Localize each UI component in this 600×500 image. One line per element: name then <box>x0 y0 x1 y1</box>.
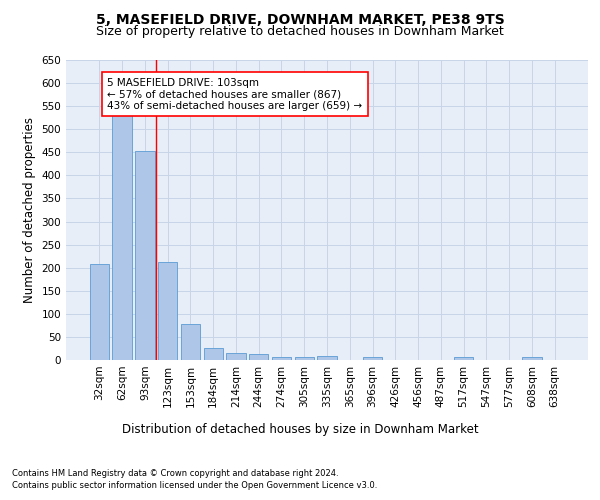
Bar <box>295 357 314 360</box>
Text: 5 MASEFIELD DRIVE: 103sqm
← 57% of detached houses are smaller (867)
43% of semi: 5 MASEFIELD DRIVE: 103sqm ← 57% of detac… <box>107 78 362 110</box>
Text: Distribution of detached houses by size in Downham Market: Distribution of detached houses by size … <box>122 422 478 436</box>
Y-axis label: Number of detached properties: Number of detached properties <box>23 117 36 303</box>
Bar <box>317 356 337 360</box>
Bar <box>272 357 291 360</box>
Bar <box>135 152 155 360</box>
Bar <box>90 264 109 360</box>
Text: 5, MASEFIELD DRIVE, DOWNHAM MARKET, PE38 9TS: 5, MASEFIELD DRIVE, DOWNHAM MARKET, PE38… <box>95 12 505 26</box>
Bar <box>363 357 382 360</box>
Bar <box>112 116 132 360</box>
Text: Contains HM Land Registry data © Crown copyright and database right 2024.: Contains HM Land Registry data © Crown c… <box>12 468 338 477</box>
Bar <box>203 348 223 360</box>
Bar <box>249 354 268 360</box>
Bar <box>454 357 473 360</box>
Bar <box>226 353 245 360</box>
Bar <box>181 324 200 360</box>
Text: Contains public sector information licensed under the Open Government Licence v3: Contains public sector information licen… <box>12 481 377 490</box>
Text: Size of property relative to detached houses in Downham Market: Size of property relative to detached ho… <box>96 25 504 38</box>
Bar <box>158 262 178 360</box>
Bar <box>522 357 542 360</box>
